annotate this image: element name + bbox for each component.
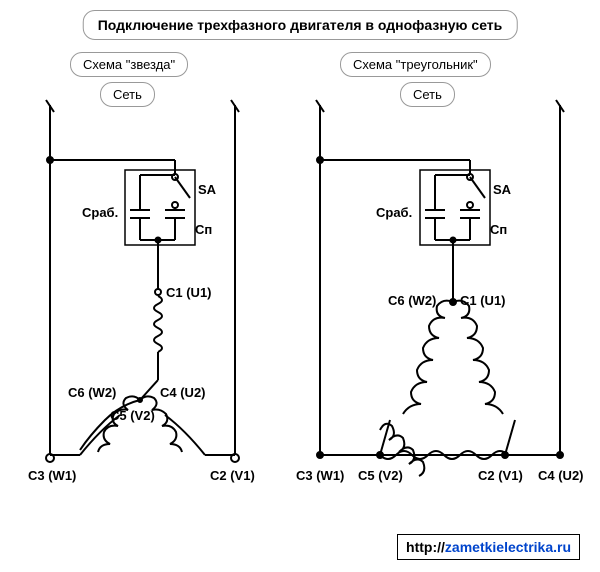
- right-c6-label: C6 (W2): [388, 293, 436, 308]
- right-sp-label: Сп: [490, 222, 507, 237]
- right-c2-label: C2 (V1): [478, 468, 523, 483]
- right-c3-label: C3 (W1): [296, 468, 344, 483]
- right-sa-label: SA: [493, 182, 511, 197]
- right-srab-label: Сраб.: [376, 205, 412, 220]
- url-link: zametkielectrika.ru: [445, 539, 571, 555]
- right-c5-label: C5 (V2): [358, 468, 403, 483]
- source-url: http://zametkielectrika.ru: [397, 534, 580, 560]
- url-protocol: http://: [406, 539, 445, 555]
- right-c1-label: C1 (U1): [460, 293, 506, 308]
- right-c4-label: C4 (U2): [538, 468, 584, 483]
- right-circuit: [0, 0, 600, 572]
